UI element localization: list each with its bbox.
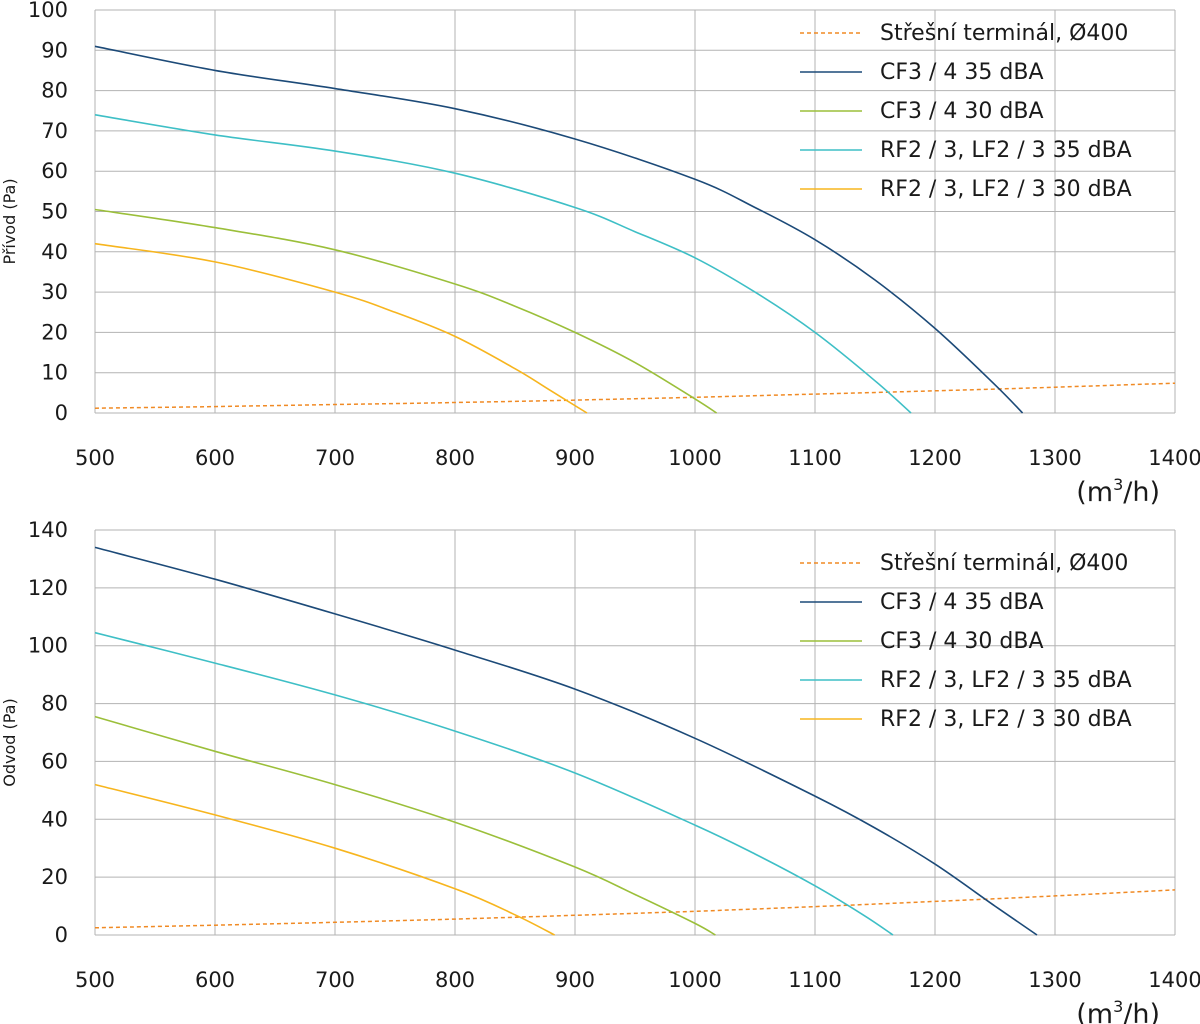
legend-label: Střešní terminál, Ø400 [880,551,1128,576]
x-tick-label: 900 [555,446,595,470]
y-tick-label: 100 [28,0,68,22]
x-tick-label: 500 [75,446,115,470]
y-tick-label: 80 [41,692,68,716]
series-line-4 [94,114,912,414]
x-tick-label: 1200 [908,446,961,470]
series-group [94,546,1176,936]
x-tick-label: 800 [435,968,475,992]
series-line-3 [94,715,716,936]
y-tick-label: 60 [41,749,68,773]
x-tick-label: 600 [195,446,235,470]
y-tick-label: 70 [41,119,68,143]
legend-label: CF3 / 4 30 dBA [880,99,1044,124]
x-tick-label: 700 [315,446,355,470]
legend: Střešní terminál, Ø400 CF3 / 4 35 dBA CF3 … [800,551,1132,732]
series-line-3 [94,208,718,414]
y-tick-label: 50 [41,200,68,224]
x-tick-label: 500 [75,968,115,992]
series-line-5 [94,242,588,414]
legend-label: RF2 / 3, LF2 / 3 35 dBA [880,138,1132,163]
legend-label: RF2 / 3, LF2 / 3 35 dBA [880,668,1132,693]
series-line-2 [94,45,1024,414]
y-tick-label: 0 [55,923,68,947]
legend-label: CF3 / 4 35 dBA [880,590,1044,615]
x-tick-label: 1300 [1028,968,1081,992]
x-axis-unit: (m3/h) [1076,997,1160,1024]
chart-1: 0 10 20 30 40 50 60 70 80 90 100 500 600 700 800 900 100… [0,0,1200,508]
y-tick-label: 0 [55,401,68,425]
x-tick-label: 800 [435,446,475,470]
series-group [94,45,1176,414]
y-tick-label: 140 [28,518,68,542]
x-tick-label: 1000 [668,968,721,992]
legend-label: Střešní terminál, Ø400 [880,21,1128,46]
y-tick-label: 40 [41,240,68,264]
grid [94,529,1176,936]
series-line-2 [94,546,1038,936]
series-line-5 [94,783,555,936]
x-tick-label: 900 [555,968,595,992]
x-tick-label: 600 [195,968,235,992]
y-tick-label: 90 [41,38,68,62]
y-tick-label: 20 [41,320,68,344]
x-tick-label: 700 [315,968,355,992]
y-tick-label: 10 [41,361,68,385]
legend: Střešní terminál, Ø400 CF3 / 4 35 dBA CF3 … [800,21,1132,202]
series-line-4 [94,631,894,936]
x-tick-label: 1200 [908,968,961,992]
x-tick-label: 1000 [668,446,721,470]
y-tick-label: 120 [28,576,68,600]
y-tick-label: 60 [41,159,68,183]
y-tick-label: 40 [41,807,68,831]
y-tick-label: 20 [41,865,68,889]
series-line-1 [94,382,1176,409]
y-tick-label: 80 [41,79,68,103]
legend-label: CF3 / 4 35 dBA [880,60,1044,85]
legend-label: RF2 / 3, LF2 / 3 30 dBA [880,707,1132,732]
x-tick-label: 1400 [1148,968,1200,992]
series-line-1 [94,889,1176,929]
legend-label: RF2 / 3, LF2 / 3 30 dBA [880,177,1132,202]
x-tick-label: 1300 [1028,446,1081,470]
chart-2: 0 20 40 60 80 100 120 140 500 600 700 800 900 1000 110… [0,518,1200,1024]
legend-label: CF3 / 4 30 dBA [880,629,1044,654]
y-tick-label: 30 [41,280,68,304]
x-tick-label: 1100 [788,446,841,470]
x-tick-label: 1400 [1148,446,1200,470]
y-axis-label: Přívod (Pa) [0,178,19,264]
grid [94,9,1176,414]
y-tick-label: 100 [28,634,68,658]
x-axis-unit: (m3/h) [1076,475,1160,508]
y-axis-label: Odvod (Pa) [0,698,19,786]
x-tick-label: 1100 [788,968,841,992]
